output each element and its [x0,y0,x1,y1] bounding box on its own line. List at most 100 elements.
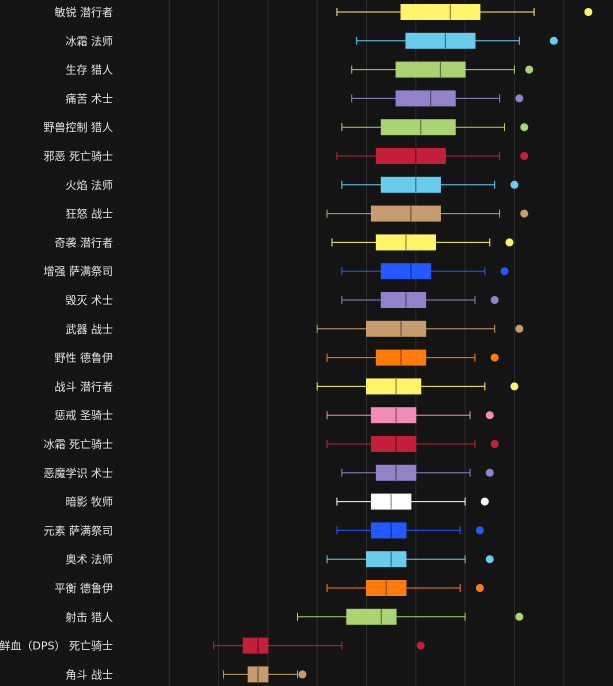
iqr-box [370,522,407,539]
box-plot-row [341,263,509,280]
iqr-box [366,551,407,568]
box-plot-row [336,493,489,510]
outlier-point [515,612,524,621]
box-series [213,4,593,683]
category-label: 奥术 法师 [66,552,114,566]
outlier-point [505,238,514,247]
iqr-box [370,407,417,424]
outlier-point [298,670,307,679]
category-label: 惩戒 圣骑士 [55,409,114,422]
iqr-box [400,4,481,20]
category-label: 冰霜 死亡骑士 [44,437,114,451]
box-plot-row [356,32,558,49]
category-label: 角斗 战士 [66,668,114,681]
iqr-box [346,608,397,625]
box-plot-row [316,320,524,337]
iqr-box [375,464,417,481]
box-plot-row [326,551,494,568]
iqr-box [366,320,427,337]
iqr-box [370,205,441,222]
box-plot-row [336,148,529,164]
outlier-point [515,324,524,333]
box-plot-row [336,4,593,20]
box-plot-row [341,292,499,308]
category-label: 射击 猎人 [66,610,114,624]
category-label: 增强 萨满祭司 [44,264,114,278]
category-label: 生存 猎人 [66,63,114,77]
outlier-point [515,94,524,103]
outlier-point [490,440,499,448]
iqr-box [242,637,269,654]
category-label: 野兽控制 猎人 [44,120,114,134]
outlier-point [485,468,494,477]
outlier-point [584,8,593,16]
box-plot-row [326,349,499,366]
box-plot-row [331,234,514,251]
iqr-box [380,263,432,280]
iqr-box [366,580,407,596]
category-label: 鲜血（DPS） 死亡骑士 [0,639,113,653]
outlier-point [485,411,494,420]
outlier-point [416,641,425,650]
box-plot-row [341,119,529,136]
iqr-box [405,32,476,49]
iqr-box [375,234,437,251]
outlier-point [520,209,529,218]
iqr-box [375,148,446,164]
outlier-point [475,584,484,592]
outlier-point [520,152,529,160]
category-label: 冰霜 法师 [66,34,114,48]
box-plot-row [341,464,494,481]
outlier-point [520,123,529,132]
box-plot-row [326,205,529,222]
category-label: 奇袭 潜行者 [55,235,114,249]
category-label: 火焰 法师 [66,178,114,192]
box-plot-row [326,580,484,596]
category-label: 敏锐 潜行者 [55,5,114,19]
outlier-point [500,267,509,276]
iqr-box [370,436,417,452]
category-label: 元素 萨满祭司 [44,524,114,537]
iqr-box [247,666,269,683]
iqr-box [370,493,412,510]
iqr-box [380,176,441,193]
box-plot-row [326,436,499,452]
iqr-box [366,378,422,395]
box-plot-row [341,176,519,193]
outlier-point [480,497,489,506]
box-plot-row [336,522,484,539]
category-label: 野性 德鲁伊 [55,351,114,365]
iqr-box [395,61,466,78]
outlier-point [525,65,534,74]
category-label: 平衡 德鲁伊 [55,581,114,595]
category-label: 恶魔学识 术士 [44,466,114,480]
outlier-point [510,382,519,391]
category-label: 邪恶 死亡骑士 [44,149,114,163]
box-plot-row [223,666,307,683]
category-label: 暗影 牧师 [66,495,114,509]
box-plot-row [351,61,534,78]
box-plot-row [316,378,519,395]
iqr-box [380,119,456,136]
category-label: 狂怒 战士 [66,207,114,221]
iqr-box [375,349,427,366]
category-label: 毁灭 术士 [66,293,114,307]
box-plot-row [296,608,524,625]
outlier-point [490,353,499,362]
box-plot-row [326,407,494,424]
gridlines [168,0,565,686]
box-plot-row [351,90,524,107]
outlier-point [510,180,519,189]
outlier-point [475,526,484,535]
category-label: 武器 战士 [66,323,114,336]
outlier-point [549,36,558,45]
outlier-point [485,555,494,564]
iqr-box [395,90,456,107]
box-plot-row [213,637,425,654]
category-label: 战斗 潜行者 [55,379,114,393]
outlier-point [490,296,499,304]
category-label: 痛苦 术士 [66,91,114,105]
iqr-box [380,292,427,308]
